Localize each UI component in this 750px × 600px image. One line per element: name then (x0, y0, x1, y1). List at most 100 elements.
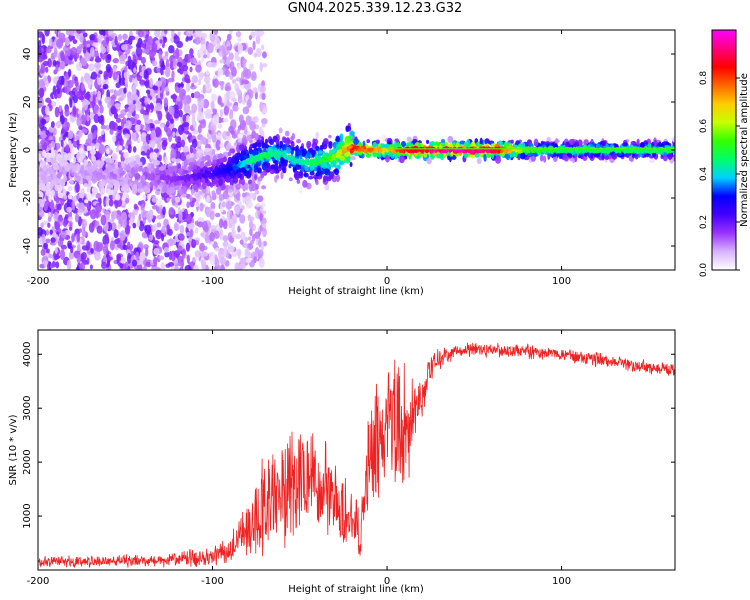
heatmap-cell (137, 181, 143, 190)
heatmap-cell (263, 142, 268, 149)
heatmap-cell (219, 218, 224, 229)
heatmap-cell (71, 234, 75, 243)
heatmap-cell (119, 137, 124, 147)
heatmap-cell (111, 211, 115, 223)
heatmap-cell (188, 110, 193, 115)
heatmap-cell (103, 169, 110, 174)
heatmap-cell (254, 174, 258, 180)
heatmap-cell (76, 243, 81, 252)
heatmap-cell (209, 210, 215, 221)
heatmap-cell (65, 144, 70, 152)
heatmap-cell (172, 93, 177, 103)
heatmap-cell (205, 82, 211, 90)
heatmap-cell (249, 227, 253, 237)
heatmap-cell (276, 174, 280, 180)
heatmap-cell (212, 163, 216, 170)
heatmap-cell (252, 87, 258, 94)
heatmap-cell (568, 138, 575, 146)
heatmap-cell (190, 188, 195, 196)
heatmap-cell (162, 185, 168, 193)
heatmap-cell (325, 168, 331, 176)
heatmap-cell (333, 168, 340, 176)
heatmap-cell (226, 33, 232, 41)
heatmap-cell (119, 56, 126, 62)
heatmap-cell (345, 125, 352, 132)
heatmap-cell (230, 157, 236, 164)
heatmap-cell (164, 30, 168, 35)
heatmap-cell (247, 236, 252, 241)
heatmap-cell (101, 138, 106, 143)
heatmap-cell (101, 207, 105, 213)
heatmap-cell (156, 222, 162, 228)
heatmap-cell (74, 78, 79, 87)
heatmap-cell (174, 201, 179, 208)
heatmap-cell (261, 117, 268, 125)
heatmap-cell (259, 85, 266, 93)
heatmap-cell (118, 145, 123, 151)
heatmap-cell (118, 73, 122, 85)
heatmap-cell (67, 193, 73, 200)
heatmap-cell (50, 158, 57, 165)
heatmap-cell (195, 202, 200, 208)
heatmap-cell (93, 170, 98, 177)
heatmap-cell (539, 154, 544, 162)
heatmap-cell (132, 183, 138, 191)
heatmap-cell (80, 165, 85, 173)
heatmap-cell (186, 30, 193, 37)
heatmap-cell (41, 233, 46, 243)
heatmap-cell (504, 153, 511, 159)
heatmap-cell (219, 59, 225, 64)
heatmap-cell (154, 160, 160, 166)
heatmap-cell (121, 161, 125, 168)
heatmap-cell (255, 238, 259, 246)
heatmap-cell (83, 183, 88, 188)
heatmap-cell (236, 87, 241, 96)
heatmap-cell (219, 108, 224, 118)
heatmap-cell (122, 194, 126, 202)
heatmap-cell (54, 106, 60, 118)
heatmap-cell (185, 242, 190, 252)
heatmap-cell (178, 188, 184, 195)
heatmap-cell (337, 164, 341, 170)
heatmap-cell (92, 94, 96, 105)
heatmap-cell (491, 151, 495, 160)
heatmap-cell (148, 119, 154, 124)
heatmap-cell (125, 120, 132, 130)
heatmap-cell (218, 177, 223, 186)
heatmap-cell (280, 171, 284, 180)
heatmap-cell (105, 124, 110, 131)
heatmap-cell (123, 151, 129, 159)
heatmap-cell (452, 142, 456, 147)
heatmap-cell (81, 245, 89, 251)
heatmap-cell (254, 30, 260, 38)
heatmap-cell (331, 148, 337, 155)
heatmap-cell (140, 56, 146, 65)
heatmap-cell (190, 92, 195, 99)
heatmap-cell (478, 143, 483, 148)
heatmap-cell (77, 157, 83, 163)
heatmap-cell (323, 138, 329, 145)
heatmap-cell (242, 167, 246, 174)
heatmap-cell (102, 244, 109, 256)
heatmap-cell (45, 238, 51, 244)
heatmap-cell (128, 212, 135, 219)
heatmap-cell (222, 220, 228, 230)
heatmap-cell (83, 72, 90, 82)
heatmap-cell (117, 34, 123, 42)
heatmap-cell (128, 35, 136, 41)
heatmap-cell (265, 166, 271, 173)
heatmap-cell (622, 142, 628, 147)
heatmap-cell (42, 260, 49, 265)
heatmap-cell (124, 187, 128, 193)
heatmap-cell (50, 146, 54, 154)
heatmap-cell (165, 58, 170, 69)
heatmap-cell (53, 127, 57, 136)
heatmap-cell (66, 206, 73, 213)
heatmap-cell (53, 90, 58, 100)
heatmap-cell (175, 136, 181, 143)
heatmap-cell (446, 151, 452, 158)
heatmap-cell (81, 230, 87, 238)
heatmap-cell (155, 80, 163, 88)
heatmap-cell (308, 148, 314, 153)
